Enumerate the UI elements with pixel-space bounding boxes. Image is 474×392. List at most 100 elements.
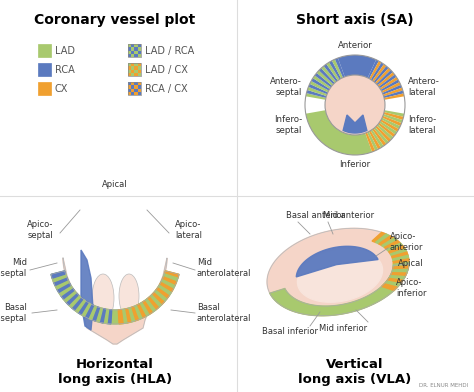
- Wedge shape: [369, 131, 381, 149]
- Polygon shape: [66, 293, 78, 305]
- Bar: [128, 82, 131, 85]
- Wedge shape: [307, 87, 327, 96]
- Polygon shape: [63, 290, 76, 302]
- Wedge shape: [384, 91, 404, 98]
- Text: Mid inferior: Mid inferior: [319, 324, 367, 333]
- Polygon shape: [81, 303, 91, 316]
- Wedge shape: [329, 61, 341, 79]
- Polygon shape: [372, 232, 386, 242]
- Bar: [128, 85, 131, 89]
- Wedge shape: [374, 66, 389, 83]
- Wedge shape: [380, 77, 398, 90]
- Polygon shape: [161, 280, 175, 289]
- Polygon shape: [130, 307, 138, 321]
- Polygon shape: [375, 234, 390, 244]
- Text: Apical: Apical: [398, 260, 424, 269]
- Text: Apico-
anterior: Apico- anterior: [390, 232, 423, 252]
- Polygon shape: [145, 299, 155, 312]
- Wedge shape: [383, 114, 403, 123]
- Wedge shape: [317, 71, 333, 86]
- Polygon shape: [162, 277, 176, 285]
- Wedge shape: [372, 129, 386, 146]
- Bar: [131, 51, 135, 54]
- Bar: [128, 69, 131, 73]
- Bar: [135, 51, 138, 54]
- Wedge shape: [311, 78, 330, 91]
- Polygon shape: [270, 264, 409, 316]
- Bar: [38, 44, 51, 57]
- Polygon shape: [389, 246, 405, 254]
- Bar: [38, 82, 51, 95]
- Wedge shape: [382, 82, 401, 93]
- Polygon shape: [139, 303, 149, 316]
- Polygon shape: [103, 309, 109, 323]
- Bar: [135, 73, 138, 76]
- Wedge shape: [378, 72, 395, 87]
- Wedge shape: [310, 81, 328, 93]
- Bar: [128, 54, 131, 57]
- Text: Short axis (SA): Short axis (SA): [296, 13, 414, 27]
- Text: CX: CX: [55, 83, 68, 94]
- Wedge shape: [338, 55, 376, 78]
- Polygon shape: [137, 304, 146, 318]
- Polygon shape: [154, 290, 167, 302]
- Bar: [135, 89, 138, 92]
- Polygon shape: [297, 250, 383, 302]
- Bar: [128, 66, 131, 69]
- Polygon shape: [387, 243, 403, 252]
- Wedge shape: [309, 84, 328, 94]
- Polygon shape: [391, 249, 407, 256]
- Polygon shape: [78, 301, 88, 314]
- Text: Apico-
inferior: Apico- inferior: [396, 278, 427, 298]
- Bar: [138, 63, 141, 66]
- Polygon shape: [128, 308, 135, 322]
- Polygon shape: [384, 281, 401, 287]
- Polygon shape: [382, 238, 397, 247]
- Bar: [128, 92, 131, 95]
- Polygon shape: [391, 273, 407, 277]
- Bar: [131, 73, 135, 76]
- Polygon shape: [63, 258, 167, 344]
- Polygon shape: [392, 252, 408, 259]
- Bar: [128, 73, 131, 76]
- Text: Basal
inferoseptal: Basal inferoseptal: [0, 303, 27, 323]
- Polygon shape: [164, 274, 178, 282]
- Polygon shape: [118, 310, 123, 324]
- Text: Coronary vessel plot: Coronary vessel plot: [35, 13, 196, 27]
- Text: Inferior: Inferior: [339, 160, 371, 169]
- Polygon shape: [392, 255, 409, 261]
- Polygon shape: [84, 304, 94, 318]
- Polygon shape: [51, 271, 65, 278]
- Bar: [135, 63, 138, 66]
- Polygon shape: [142, 301, 152, 314]
- Bar: [138, 73, 141, 76]
- Polygon shape: [52, 274, 66, 282]
- Bar: [138, 51, 141, 54]
- Polygon shape: [393, 259, 409, 264]
- Polygon shape: [88, 305, 97, 320]
- Bar: [135, 85, 138, 89]
- Bar: [131, 85, 135, 89]
- Wedge shape: [381, 80, 400, 91]
- Text: Infero-
lateral: Infero- lateral: [408, 115, 436, 135]
- Polygon shape: [125, 309, 131, 323]
- Wedge shape: [380, 120, 399, 132]
- Bar: [135, 69, 138, 73]
- Text: DR. ELNUR MEHDI: DR. ELNUR MEHDI: [419, 383, 468, 388]
- Polygon shape: [147, 297, 159, 310]
- Polygon shape: [296, 246, 378, 277]
- Wedge shape: [379, 74, 396, 88]
- Bar: [138, 85, 141, 89]
- Polygon shape: [57, 283, 71, 292]
- Wedge shape: [384, 110, 404, 117]
- Bar: [131, 89, 135, 92]
- Polygon shape: [107, 310, 112, 324]
- Wedge shape: [319, 68, 335, 84]
- Text: Mid
inferoseptal: Mid inferoseptal: [0, 258, 27, 278]
- Wedge shape: [365, 132, 375, 152]
- Polygon shape: [81, 250, 93, 330]
- Circle shape: [325, 75, 385, 135]
- Wedge shape: [377, 124, 393, 140]
- Text: Apico-
septal: Apico- septal: [27, 220, 53, 240]
- Bar: [38, 63, 51, 76]
